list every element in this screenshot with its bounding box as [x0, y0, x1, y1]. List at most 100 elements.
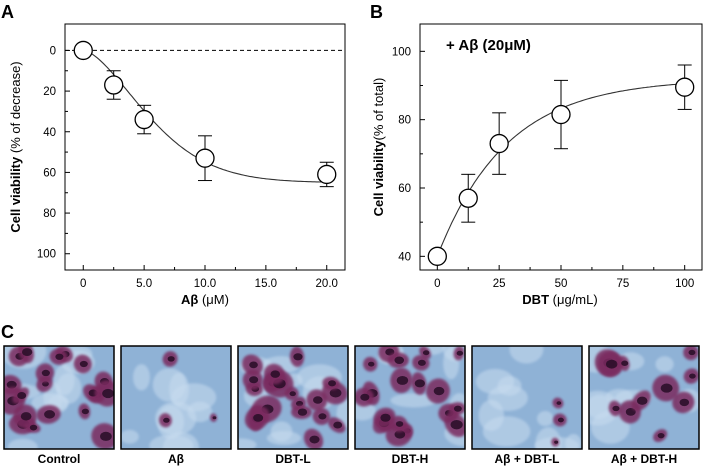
cell-nucleus	[417, 359, 426, 366]
micrograph-texture	[655, 356, 674, 373]
micrograph-image	[121, 346, 231, 449]
cell-nucleus	[212, 416, 217, 420]
micrograph-border	[354, 345, 466, 450]
micrograph-texture	[475, 368, 515, 395]
cell-nucleus	[102, 388, 114, 399]
chart-b-xtick-label: 0	[434, 278, 440, 290]
micrograph-texture	[53, 364, 75, 396]
cell-nucleus	[100, 431, 112, 441]
micrograph-image	[472, 346, 582, 449]
cell-nucleus	[660, 383, 673, 393]
chart-b-xlabel-main: DBT	[522, 292, 549, 307]
cell-nucleus	[394, 356, 405, 364]
cell-nucleus	[329, 388, 342, 398]
cell-nucleus	[612, 405, 620, 412]
micrograph-5: Aβ + DBT-L	[471, 345, 583, 466]
cell-nucleus	[380, 413, 391, 422]
micrograph-image	[589, 346, 699, 449]
cell-nucleus	[249, 376, 259, 384]
chart-a-data-point	[73, 40, 93, 61]
cell-nucleus	[44, 410, 56, 419]
chart-b-xtick-label: 50	[555, 278, 568, 290]
micrograph-border	[588, 345, 700, 450]
cell-nucleus	[679, 398, 690, 407]
micrograph-3: DBT-L	[237, 345, 349, 466]
micrograph-panel: C Control Aβ DBT-L DBT-H Aβ + DBT-L Aβ + DBT-…	[1, 322, 700, 466]
cell-nucleus	[313, 396, 323, 404]
chart-b-data-point	[551, 104, 571, 125]
cell-nucleus	[333, 421, 343, 429]
chart-a-ylabel-unit: (% of decrease)	[8, 61, 23, 156]
cell-nucleus	[297, 408, 308, 416]
chart-a-ytick-label: 60	[43, 167, 56, 179]
cell-nucleus	[270, 370, 281, 378]
micrograph-2: Aβ	[120, 345, 232, 466]
cell-nucleus	[29, 424, 38, 431]
cell-nucleus	[253, 413, 264, 422]
chart-b-data-point	[489, 133, 509, 154]
cell-nucleus	[6, 380, 17, 389]
cell-nucleus	[41, 369, 50, 377]
cell-nucleus	[688, 349, 696, 356]
cell-nucleus	[368, 361, 375, 367]
chart-a-xtick-label: 20.0	[316, 278, 338, 290]
chart-b-ytick-label: 100	[392, 46, 411, 58]
cell-nucleus	[293, 353, 303, 361]
micrograph-image	[238, 346, 348, 449]
micrograph-caption: Aβ + DBT-H	[611, 452, 677, 466]
micrograph-texture	[390, 393, 437, 408]
cell-nucleus	[453, 405, 462, 412]
micrograph-texture	[266, 431, 301, 446]
chart-a-xlabel-main: Aβ	[181, 292, 198, 307]
micrograph-texture	[509, 346, 544, 364]
micrograph-caption: DBT-H	[392, 452, 429, 466]
chart-a-data-point	[195, 148, 215, 168]
chart-b-ylabel-main: Cell viability	[371, 140, 386, 217]
micrograph-border	[120, 345, 232, 450]
cell-nucleus	[636, 396, 648, 405]
cell-nucleus	[163, 417, 170, 423]
chart-a-ytick-label: 40	[43, 127, 56, 139]
micrograph-1: Control	[3, 345, 115, 466]
chart-a-xtick-label: 15.0	[255, 278, 277, 290]
panel-label-b: B	[370, 2, 383, 22]
micrograph-caption: Aβ	[168, 452, 184, 466]
cell-nucleus	[557, 417, 564, 423]
micrograph-texture	[355, 401, 376, 421]
panel-label-c: C	[1, 322, 14, 342]
cell-nucleus	[318, 413, 327, 420]
chart-b-ytick-label: 80	[398, 115, 411, 127]
chart-b-data-point	[427, 246, 447, 266]
chart-a-ylabel-main: Cell viability	[8, 156, 23, 233]
cell-nucleus	[289, 391, 296, 397]
cell-nucleus	[554, 440, 559, 444]
micrograph-caption: Control	[38, 452, 81, 466]
micrograph-texture	[133, 364, 150, 391]
cell-nucleus	[81, 408, 89, 415]
chart-b-data-point	[458, 188, 478, 208]
chart-b-xtick-label: 75	[616, 278, 629, 290]
cell-nucleus	[328, 380, 336, 387]
chart-a-data-point	[104, 75, 124, 95]
cell-nucleus	[394, 430, 406, 439]
cell-nucleus	[17, 392, 27, 399]
micrograph-texture	[162, 432, 200, 449]
chart-b-x-axis-label: DBT (μg/mL)	[522, 292, 597, 307]
cell-nucleus	[79, 360, 88, 368]
cell-nucleus	[689, 373, 696, 379]
chart-b-annotation: + Aβ (20μM)	[446, 37, 531, 54]
cell-nucleus	[657, 432, 665, 439]
micrograph-texture	[537, 411, 554, 427]
micrograph-texture	[7, 438, 38, 449]
chart-b-y-axis-label: Cell viability(% of total)	[371, 78, 386, 217]
micrograph-texture	[31, 393, 69, 413]
cell-nucleus	[167, 356, 175, 362]
chart-a-xtick-label: 10.0	[194, 278, 216, 290]
micrograph-texture	[238, 438, 257, 449]
micrograph-image	[355, 346, 465, 449]
cell-nucleus	[605, 359, 618, 369]
chart-a-ytick-label: 20	[43, 86, 56, 98]
micrograph-6: Aβ + DBT-H	[588, 345, 700, 466]
micrograph-texture	[565, 434, 582, 449]
